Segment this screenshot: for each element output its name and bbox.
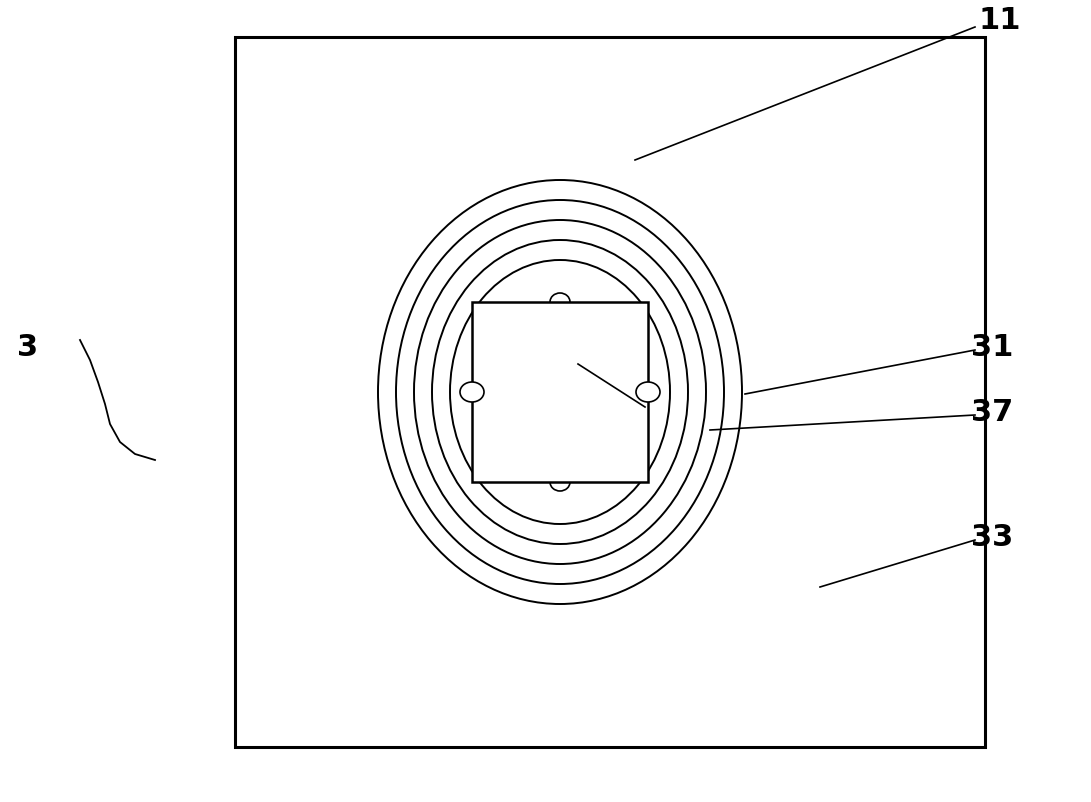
Ellipse shape [636, 383, 660, 403]
Text: 37: 37 [971, 398, 1014, 427]
Bar [472, 302, 648, 482]
Text: 31: 31 [971, 333, 1014, 362]
Bar [235, 38, 985, 747]
Text: 33: 33 [971, 523, 1014, 552]
Text: 3: 3 [17, 333, 38, 362]
Ellipse shape [460, 383, 484, 403]
Text: 11: 11 [979, 6, 1021, 35]
